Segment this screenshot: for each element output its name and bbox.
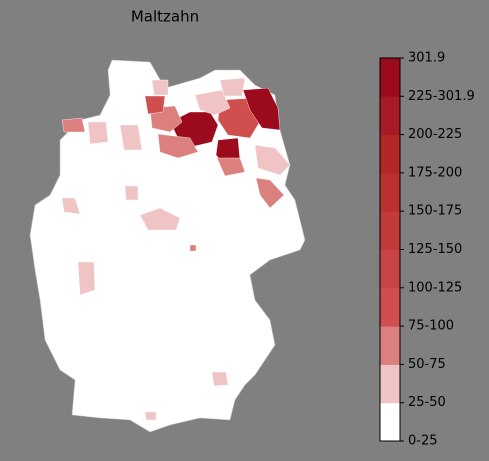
region: [144, 411, 157, 421]
region: [77, 261, 96, 296]
colorbar-tick-label: 175-200: [408, 165, 462, 180]
germany-map: [29, 59, 306, 433]
region: [194, 89, 231, 116]
colorbar-segment: [380, 58, 400, 97]
colorbar-tick-label: 100-125: [408, 280, 462, 295]
colorbar-segment: [380, 172, 400, 212]
region: [119, 124, 143, 151]
region: [211, 371, 229, 387]
region: [61, 197, 81, 215]
region: [157, 133, 199, 159]
colorbar-segment: [380, 326, 400, 365]
district-regions: [61, 77, 291, 421]
region: [151, 79, 169, 96]
colorbar-tick-label: 150-175: [408, 204, 462, 219]
region: [139, 207, 181, 231]
colorbar-tick-label: 200-225: [408, 127, 462, 142]
region: [219, 77, 246, 97]
colorbar-segment: [380, 287, 400, 327]
colorbar-tick-label: 0-25: [408, 434, 438, 449]
colorbar-segment: [380, 211, 400, 250]
region: [255, 177, 285, 209]
colorbar-segment: [380, 402, 400, 442]
region: [216, 157, 246, 177]
region: [87, 121, 109, 145]
region: [61, 117, 86, 133]
colorbar-tick-label: 301.9: [408, 51, 445, 66]
region: [124, 185, 139, 201]
colorbar-tick-label: 225-301.9: [408, 89, 475, 104]
colorbar-tick-label: 75-100: [408, 319, 454, 334]
colorbar-segment: [380, 364, 400, 404]
region: [254, 144, 291, 176]
region: [144, 95, 166, 115]
map-title: Maltzahn: [131, 8, 199, 26]
colorbar-segment: [380, 249, 400, 289]
colorbar-tick-label: 50-75: [408, 357, 446, 372]
colorbar-tick-label: 125-150: [408, 242, 462, 257]
colorbar-segment: [380, 134, 400, 174]
region: [242, 87, 281, 131]
region: [189, 244, 197, 252]
colorbar-segment: [380, 96, 400, 136]
colorbar-tick-label: 25-50: [408, 395, 446, 410]
